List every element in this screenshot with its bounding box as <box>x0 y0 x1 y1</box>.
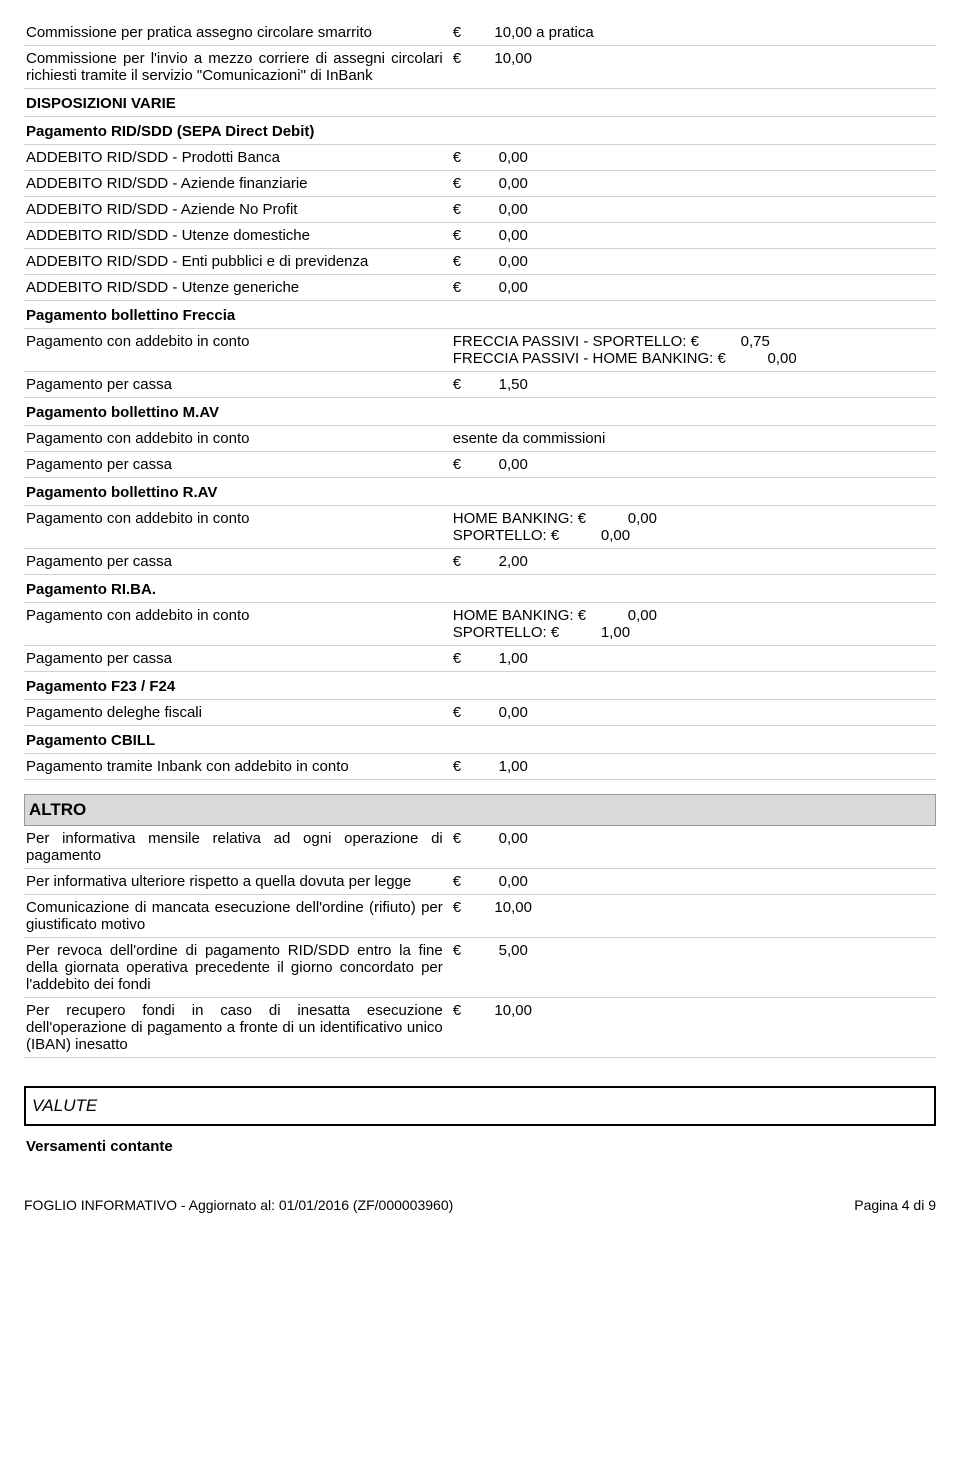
row-value: € 0,00 <box>453 704 934 721</box>
table-row: ADDEBITO RID/SDD - Aziende No Profit€ 0,… <box>24 197 936 223</box>
row-value: € 10,00 <box>453 50 934 67</box>
subheader-riba: Pagamento RI.BA. <box>24 575 936 603</box>
footer-right: Pagina 4 di 9 <box>854 1197 936 1213</box>
valute-box: VALUTE <box>24 1086 936 1126</box>
row-label: Per revoca dell'ordine di pagamento RID/… <box>26 942 453 993</box>
subheader-cbill: Pagamento CBILL <box>24 726 936 754</box>
row-value: € 0,00 <box>453 227 934 244</box>
row-value: € 1,00 <box>453 650 934 667</box>
row-label: Pagamento con addebito in conto <box>26 510 453 527</box>
row-label: Pagamento per cassa <box>26 650 453 667</box>
row-value: HOME BANKING: € 0,00 SPORTELLO: € 0,00 <box>453 510 934 544</box>
table-row: Commissione per l'invio a mezzo corriere… <box>24 46 936 89</box>
row-value: € 0,00 <box>453 175 934 192</box>
row-label: Pagamento per cassa <box>26 376 453 393</box>
row-label: Per informativa ulteriore rispetto a que… <box>26 873 453 890</box>
table-row: Per informativa ulteriore rispetto a que… <box>24 869 936 895</box>
row-label: Pagamento con addebito in conto <box>26 333 453 350</box>
subheader-rav: Pagamento bollettino R.AV <box>24 478 936 506</box>
row-label: ADDEBITO RID/SDD - Utenze generiche <box>26 279 453 296</box>
subheader-freccia: Pagamento bollettino Freccia <box>24 301 936 329</box>
table-row: Pagamento con addebito in contoHOME BANK… <box>24 603 936 646</box>
table-row: Pagamento per cassa€ 1,00 <box>24 646 936 672</box>
row-label: Per informativa mensile relativa ad ogni… <box>26 830 453 864</box>
row-label: ADDEBITO RID/SDD - Enti pubblici e di pr… <box>26 253 453 270</box>
footer-left: FOGLIO INFORMATIVO - Aggiornato al: 01/0… <box>24 1197 453 1213</box>
row-value: € 0,00 <box>453 253 934 270</box>
table-row: ADDEBITO RID/SDD - Enti pubblici e di pr… <box>24 249 936 275</box>
row-value: € 10,00 <box>453 899 934 916</box>
row-label: Pagamento per cassa <box>26 553 453 570</box>
row-value: € 1,00 <box>453 758 934 775</box>
subheader-rid-sdd: Pagamento RID/SDD (SEPA Direct Debit) <box>24 117 936 145</box>
table-row: ADDEBITO RID/SDD - Prodotti Banca€ 0,00 <box>24 145 936 171</box>
row-label: ADDEBITO RID/SDD - Aziende finanziarie <box>26 175 453 192</box>
row-value: € 10,00 a pratica <box>453 24 934 41</box>
row-value: € 1,50 <box>453 376 934 393</box>
table-row: Pagamento tramite Inbank con addebito in… <box>24 754 936 780</box>
row-value: FRECCIA PASSIVI - SPORTELLO: € 0,75 FREC… <box>453 333 934 367</box>
row-label: Commissione per l'invio a mezzo corriere… <box>26 50 453 84</box>
row-value: € 10,00 <box>453 1002 934 1019</box>
table-row: ADDEBITO RID/SDD - Utenze generiche€ 0,0… <box>24 275 936 301</box>
row-label: Pagamento con addebito in conto <box>26 607 453 624</box>
table-row: Commissione per pratica assegno circolar… <box>24 20 936 46</box>
section-altro: ALTRO <box>24 794 936 826</box>
row-label: ADDEBITO RID/SDD - Aziende No Profit <box>26 201 453 218</box>
row-label: Pagamento con addebito in conto <box>26 430 453 447</box>
subheader-f23: Pagamento F23 / F24 <box>24 672 936 700</box>
row-label: ADDEBITO RID/SDD - Utenze domestiche <box>26 227 453 244</box>
table-row: Pagamento deleghe fiscali€ 0,00 <box>24 700 936 726</box>
table-row: Pagamento per cassa€ 0,00 <box>24 452 936 478</box>
row-value: € 0,00 <box>453 149 934 166</box>
row-value: € 0,00 <box>453 830 934 847</box>
row-label: Pagamento tramite Inbank con addebito in… <box>26 758 453 775</box>
row-value: € 5,00 <box>453 942 934 959</box>
table-row: Comunicazione di mancata esecuzione dell… <box>24 895 936 938</box>
row-value: € 0,00 <box>453 201 934 218</box>
table-row: Per recupero fondi in caso di inesatta e… <box>24 998 936 1058</box>
row-label: Comunicazione di mancata esecuzione dell… <box>26 899 453 933</box>
row-value: € 0,00 <box>453 456 934 473</box>
table-row: Pagamento per cassa€ 2,00 <box>24 549 936 575</box>
page-footer: FOGLIO INFORMATIVO - Aggiornato al: 01/0… <box>24 1197 936 1213</box>
row-label: Per recupero fondi in caso di inesatta e… <box>26 1002 453 1053</box>
table-row: Per informativa mensile relativa ad ogni… <box>24 826 936 869</box>
row-value: € 2,00 <box>453 553 934 570</box>
row-value: esente da commissioni <box>453 430 934 447</box>
row-label: Commissione per pratica assegno circolar… <box>26 24 453 41</box>
row-value: € 0,00 <box>453 279 934 296</box>
subheader-versamenti: Versamenti contante <box>24 1132 936 1159</box>
table-row: Pagamento per cassa€ 1,50 <box>24 372 936 398</box>
row-label: Pagamento per cassa <box>26 456 453 473</box>
table-row: Per revoca dell'ordine di pagamento RID/… <box>24 938 936 998</box>
row-value: HOME BANKING: € 0,00 SPORTELLO: € 1,00 <box>453 607 934 641</box>
subheader-mav: Pagamento bollettino M.AV <box>24 398 936 426</box>
table-row: Pagamento con addebito in contoFRECCIA P… <box>24 329 936 372</box>
table-row: Pagamento con addebito in contoHOME BANK… <box>24 506 936 549</box>
row-label: ADDEBITO RID/SDD - Prodotti Banca <box>26 149 453 166</box>
row-label: Pagamento deleghe fiscali <box>26 704 453 721</box>
table-row: ADDEBITO RID/SDD - Utenze domestiche€ 0,… <box>24 223 936 249</box>
table-row: ADDEBITO RID/SDD - Aziende finanziarie€ … <box>24 171 936 197</box>
table-row: Pagamento con addebito in contoesente da… <box>24 426 936 452</box>
subheader-disposizioni: DISPOSIZIONI VARIE <box>24 89 936 117</box>
row-value: € 0,00 <box>453 873 934 890</box>
